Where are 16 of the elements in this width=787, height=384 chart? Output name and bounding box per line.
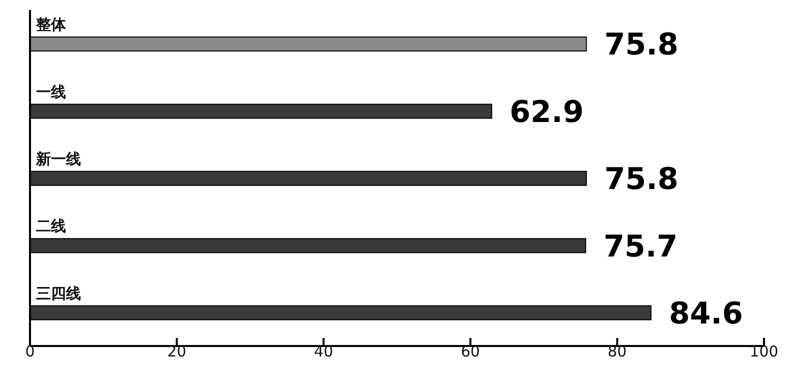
x-tick-label: 0 (25, 342, 35, 361)
x-tick-label: 100 (750, 342, 778, 361)
x-tick-label: 20 (167, 342, 186, 361)
y-tick-label: 一线 (36, 82, 66, 101)
y-tick-label: 整体 (35, 16, 67, 34)
x-tick-label: 40 (314, 342, 334, 361)
y-tick-label: 二线 (36, 217, 66, 236)
y-tick-label: 新一线 (35, 150, 81, 168)
data-label: 75.7 (604, 229, 678, 264)
x-tick-label: 60 (460, 342, 480, 361)
data-label: 84.6 (668, 296, 743, 332)
data-label: 75.8 (604, 162, 678, 198)
x-tick-label: 80 (608, 342, 627, 361)
y-tick-label: 三四线 (36, 284, 81, 302)
data-label: 75.8 (604, 28, 678, 63)
data-label: 62.9 (510, 94, 584, 130)
